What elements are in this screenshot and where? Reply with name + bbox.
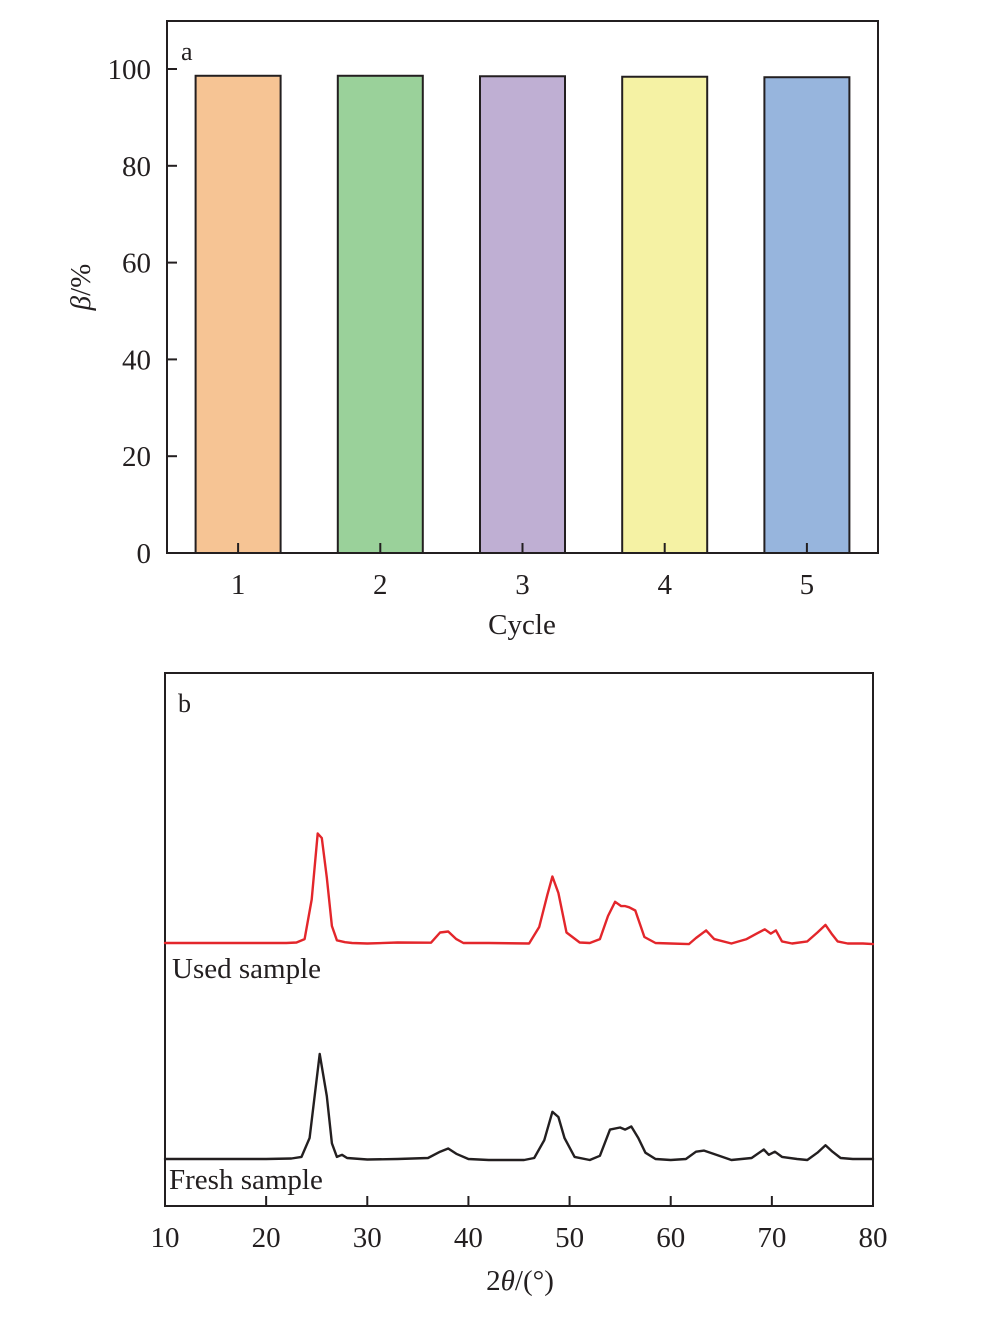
y-tick-label: 20: [122, 441, 151, 473]
x-tick-label: 60: [656, 1222, 685, 1254]
x-axis-ticks-b: 10 20 30 40 50 60 70 80: [151, 1196, 888, 1254]
y-tick-label: 40: [122, 344, 151, 376]
series-label-used-sample: Used sample: [172, 953, 321, 985]
x-tick-label: 20: [252, 1222, 281, 1254]
y-tick-label: 0: [137, 538, 152, 570]
y-tick-label: 100: [108, 54, 152, 86]
series-line-used-sample: [163, 832, 875, 946]
bar-cycle-5: [763, 76, 851, 554]
panel-label-a: a: [181, 37, 193, 66]
plot-frame-b: [164, 672, 874, 1207]
bar-chart-panel-a: a 0 20 40 60 80 100 1 2 3 4 5 Cycle β/%: [65, 20, 879, 641]
x-axis-ticks-a: 1 2 3 4 5: [231, 543, 814, 601]
x-axis-label-symbol: θ: [501, 1265, 515, 1297]
y-tick-label: 60: [122, 248, 151, 280]
y-tick-label: 80: [122, 151, 151, 183]
x-axis-label-a: Cycle: [488, 609, 556, 641]
series-lines: [163, 832, 875, 1162]
bar-cycle-4: [621, 75, 709, 555]
bar-cycle-2: [336, 74, 424, 554]
x-tick-label: 40: [454, 1222, 483, 1254]
x-tick-label: 30: [353, 1222, 382, 1254]
bar-group: [194, 74, 851, 555]
x-tick-label: 1: [231, 569, 246, 601]
x-tick-label: 10: [151, 1222, 180, 1254]
x-axis-label-unit: /(°): [515, 1265, 554, 1297]
y-axis-label-symbol: β: [65, 295, 97, 311]
x-tick-label: 80: [859, 1222, 888, 1254]
x-tick-label: 2: [373, 569, 388, 601]
x-tick-label: 5: [800, 569, 815, 601]
series-label-fresh-sample: Fresh sample: [169, 1164, 323, 1196]
y-axis-ticks-a: 0 20 40 60 80 100: [108, 54, 177, 570]
series-line-fresh-sample: [163, 1052, 875, 1162]
panel-label-b: b: [178, 689, 191, 718]
x-axis-label-b: 2θ/(°): [486, 1265, 554, 1297]
x-tick-label: 50: [555, 1222, 584, 1254]
x-tick-label: 70: [757, 1222, 786, 1254]
bar-cycle-3: [479, 75, 566, 554]
y-axis-label-a: β/%: [65, 264, 97, 312]
line-chart-panel-b: b Used sample Fresh sample 10 20 30 40 50 60 7…: [151, 672, 888, 1297]
x-axis-label-prefix: 2: [486, 1265, 501, 1297]
y-axis-label-unit: /%: [65, 264, 97, 296]
bar-cycle-1: [194, 74, 282, 554]
x-tick-label: 3: [515, 569, 530, 601]
x-tick-label: 4: [657, 569, 672, 601]
